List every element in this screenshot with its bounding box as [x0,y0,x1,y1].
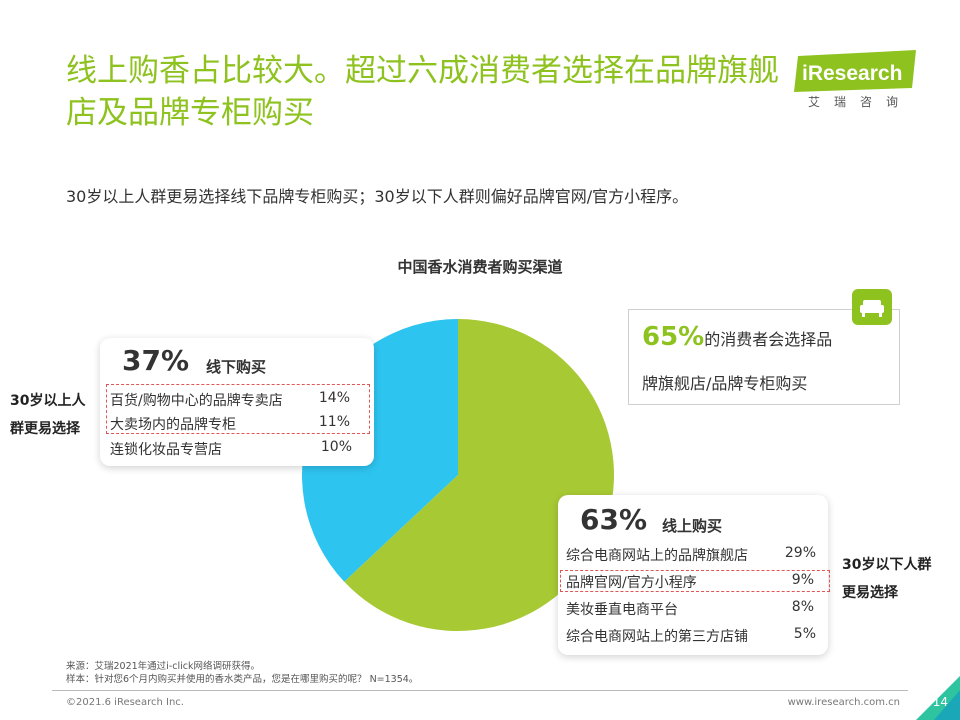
callout-line-2: 牌旗舰店/品牌专柜购买 [642,374,808,393]
logo-brand-text: iResearch [802,62,902,85]
copyright: ©2021.6 iResearch Inc. [66,697,184,708]
pie-slice-online [344,319,614,631]
online-row-value: 5% [793,626,816,642]
offline-row: 连锁化妆品专营店 10% [110,439,352,459]
website-link: www.iresearch.com.cn [787,697,900,708]
online-row-value: 9% [791,572,814,588]
offline-row-value: 11% [318,414,350,430]
page-number: 14 [932,695,948,709]
offline-row-value: 10% [320,439,352,455]
online-row-name: 美妆垂直电商平台 [566,602,678,618]
page-title: 线上购香占比较大。超过六成消费者选择在品牌旗舰店及品牌专柜购买 [66,53,779,131]
callout-highlight: 65% [642,322,705,352]
online-card: 63% 线上购买 综合电商网站上的品牌旗舰店 29% 品牌官网/官方小程序 9%… [558,495,830,655]
online-row-name: 品牌官网/官方小程序 [566,575,697,591]
online-row-name: 综合电商网站上的第三方店铺 [566,629,748,645]
source-note: 来源：艾瑞2021年通过i-click网络调研获得。 样本：针对您6个月内购买并… [66,660,418,686]
logo-subtitle: 艾瑞咨询 [808,95,913,109]
online-row: 品牌官网/官方小程序 9% [566,572,814,592]
offline-row: 大卖场内的品牌专柜 11% [110,414,350,434]
online-row-name: 综合电商网站上的品牌旗舰店 [566,548,748,564]
offline-row-name: 连锁化妆品专营店 [110,442,222,458]
online-row: 美妆垂直电商平台 8% [566,599,814,619]
source-line: 来源：艾瑞2021年通过i-click网络调研获得。 [66,661,260,672]
sample-line: 样本：针对您6个月内购买并使用的香水类产品，您是在哪里购买的呢？ N=1354。 [66,674,419,685]
online-label: 线上购买 [662,517,723,535]
online-row: 综合电商网站上的品牌旗舰店 29% [566,545,816,565]
online-row: 综合电商网站上的第三方店铺 5% [566,626,816,646]
offline-row-name: 百货/购物中心的品牌专卖店 [110,393,283,409]
callout-line-1: 65%的消费者会选择品 [642,322,832,352]
online-percent: 63% [580,503,648,536]
footer-divider [52,690,908,691]
offline-highlight-box [106,384,370,434]
note-over-30: 30岁以上人 群更易选择 [10,393,86,437]
chart-title: 中国香水消费者购买渠道 [397,258,563,276]
sofa-icon [852,289,892,325]
offline-percent: 37% [122,344,190,377]
online-row-value: 8% [791,599,814,615]
iresearch-logo: iResearch [794,50,916,92]
offline-label: 线下购买 [206,358,267,376]
note-under-30: 30岁以下人群 更易选择 [842,557,932,601]
offline-row-value: 14% [318,390,350,406]
subtitle: 30岁以上人群更易选择线下品牌专柜购买；30岁以下人群则偏好品牌官网/官方小程序… [66,187,689,206]
online-row-value: 29% [784,545,816,561]
online-highlight-box [560,570,830,592]
offline-row: 百货/购物中心的品牌专卖店 14% [110,390,350,410]
callout-box [628,309,900,405]
callout-line1-rest: 的消费者会选择品 [704,330,833,349]
offline-card: 37% 线下购买 百货/购物中心的品牌专卖店 14% 大卖场内的品牌专柜 11%… [100,338,374,466]
corner-decoration [916,676,960,720]
offline-row-name: 大卖场内的品牌专柜 [110,417,236,433]
